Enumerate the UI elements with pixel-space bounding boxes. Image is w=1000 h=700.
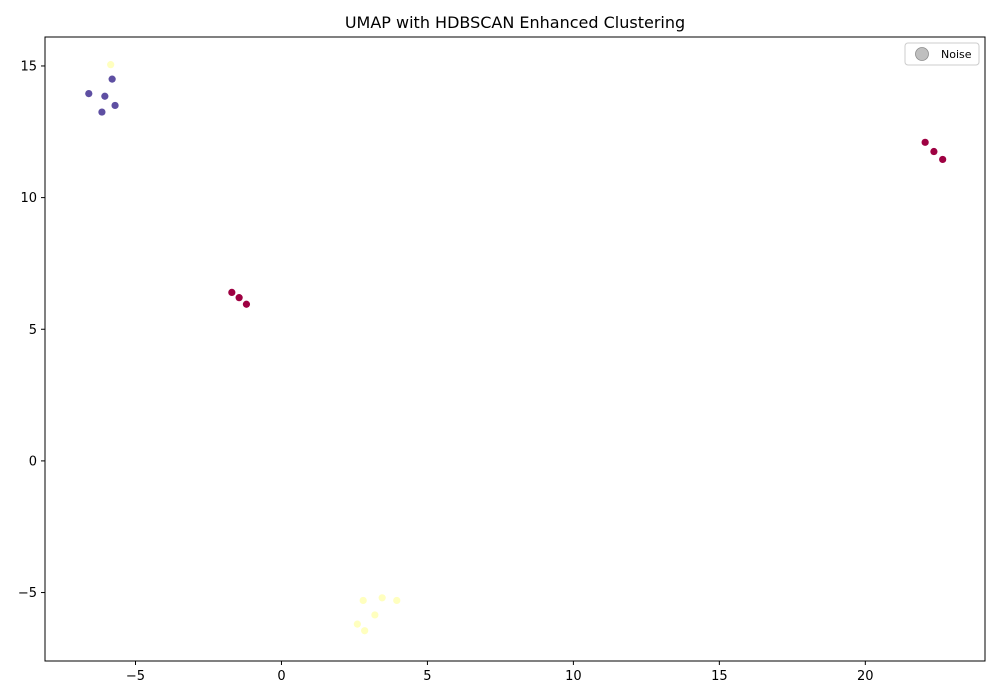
point-series-0-2 xyxy=(108,75,116,83)
point-series-2-5 xyxy=(353,620,361,628)
y-tick-label-0: −5 xyxy=(18,586,37,601)
legend-noise-marker xyxy=(915,47,929,61)
point-series-1-0 xyxy=(228,288,236,296)
point-series-1-4 xyxy=(930,147,938,156)
scatter-points xyxy=(85,61,947,635)
x-tick-label-4: 15 xyxy=(711,669,728,684)
y-axis: −5 0 5 10 15 xyxy=(18,59,45,601)
y-tick-label-2: 5 xyxy=(29,323,37,338)
x-tick-label-0: −5 xyxy=(126,669,145,684)
point-series-1-1 xyxy=(235,294,243,302)
point-series-1-5 xyxy=(939,155,947,164)
x-tick-label-5: 20 xyxy=(857,669,874,684)
legend: Noise xyxy=(904,42,980,66)
point-series-1-2 xyxy=(242,300,251,308)
point-series-0-0 xyxy=(85,90,93,98)
x-axis: −5 0 5 10 15 20 xyxy=(126,661,874,684)
point-series-2-6 xyxy=(361,627,369,635)
point-series-2-1 xyxy=(359,596,367,605)
y-tick-label-4: 15 xyxy=(20,59,37,74)
point-series-0-1 xyxy=(101,92,109,100)
point-series-0-4 xyxy=(98,108,106,116)
legend-noise-label: Noise xyxy=(941,48,972,61)
point-series-2-0 xyxy=(107,61,115,69)
y-tick-label-1: 0 xyxy=(29,454,37,469)
chart-title: UMAP with HDBSCAN Enhanced Clustering xyxy=(345,13,685,32)
point-series-0-3 xyxy=(111,101,119,110)
point-series-2-2 xyxy=(378,594,386,602)
y-tick-label-3: 10 xyxy=(20,191,37,206)
x-tick-label-3: 10 xyxy=(565,669,582,684)
point-series-2-3 xyxy=(393,596,401,605)
x-tick-label-1: 0 xyxy=(277,669,285,684)
x-tick-label-2: 5 xyxy=(423,669,431,684)
plot-frame xyxy=(44,36,986,662)
point-series-1-3 xyxy=(921,138,929,146)
point-series-2-4 xyxy=(371,611,379,619)
